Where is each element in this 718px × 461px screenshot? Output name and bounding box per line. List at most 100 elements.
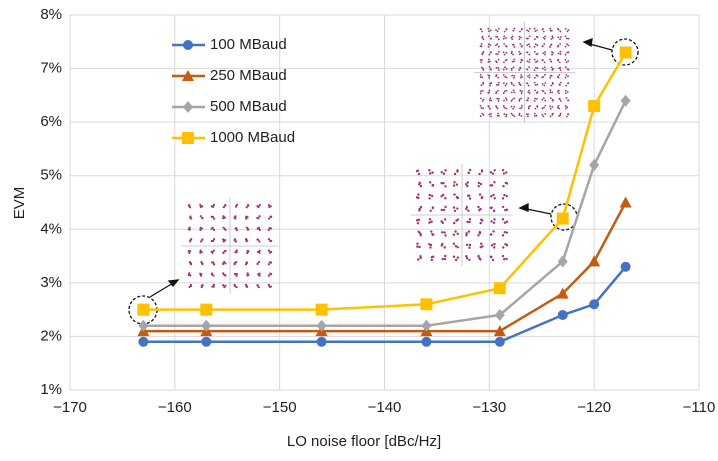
constellation-dot <box>245 215 248 218</box>
constellation-dot <box>566 91 569 93</box>
constellation-dot <box>487 43 490 46</box>
arrow-head <box>167 279 180 288</box>
constellation-dot <box>526 68 528 71</box>
constellation-dot <box>201 216 204 220</box>
constellation-dot <box>245 206 248 209</box>
constellation-dot <box>513 115 516 118</box>
constellation-dot <box>245 261 248 264</box>
marker <box>556 287 569 299</box>
constellation-dot <box>480 28 483 30</box>
constellation-dot <box>543 43 546 45</box>
constellation-dot <box>235 273 238 276</box>
constellation-dot <box>495 36 497 38</box>
constellation-dot <box>511 74 514 77</box>
constellation-dot <box>495 53 498 55</box>
constellation-dot <box>513 46 516 48</box>
constellation-dot <box>257 226 261 229</box>
constellation-dot <box>528 105 531 107</box>
constellation-dot <box>542 76 545 78</box>
constellation-dot <box>551 91 554 94</box>
constellation-dot <box>223 273 226 276</box>
constellation-dot <box>564 76 567 79</box>
constellation-dot <box>565 74 568 76</box>
constellation-dot <box>497 81 500 84</box>
constellation-dot <box>512 84 515 87</box>
constellation-dot <box>479 221 482 225</box>
constellation-dot <box>512 89 515 92</box>
constellation-dot <box>235 203 239 206</box>
constellation-dot <box>482 83 485 85</box>
constellation-dot <box>503 221 507 224</box>
constellation-dot <box>480 84 483 87</box>
marker <box>619 46 632 59</box>
constellation-dot <box>551 35 554 38</box>
constellation-dot <box>488 76 490 79</box>
constellation-dot <box>534 84 537 86</box>
highlight-circle <box>611 38 639 66</box>
constellation-dot <box>188 206 192 209</box>
annotations <box>128 38 639 325</box>
constellation-dot <box>417 230 420 234</box>
marker <box>137 303 150 316</box>
constellation-dot <box>258 274 261 277</box>
constellation-dot <box>544 82 547 84</box>
constellation-dot <box>511 38 514 40</box>
constellation-dot <box>428 193 431 197</box>
constellation-dot <box>496 114 499 117</box>
constellation-dot <box>505 89 508 92</box>
constellation-dot <box>190 217 193 220</box>
marker <box>589 299 600 310</box>
constellation-dot <box>246 228 250 231</box>
constellation-dot <box>487 61 490 63</box>
constellation-dot <box>465 232 468 235</box>
constellation-dot <box>504 59 507 62</box>
constellation-dot <box>557 104 560 107</box>
constellation-dot <box>190 238 193 241</box>
constellation-dot <box>543 66 546 69</box>
constellation-dot <box>480 45 483 48</box>
constellation-dot <box>510 36 513 39</box>
constellation-dot <box>518 69 521 71</box>
constellation-dot <box>520 106 523 109</box>
constellation-dot <box>566 106 569 109</box>
constellation-dot <box>513 60 515 63</box>
constellation-dot <box>430 194 434 198</box>
y-tick-label: 8% <box>40 6 62 23</box>
constellation-dot <box>495 29 497 32</box>
constellation-dot <box>502 205 505 209</box>
constellation-dot <box>526 44 529 47</box>
constellation-dot <box>212 239 215 243</box>
constellation-dot <box>480 43 483 45</box>
constellation-dot <box>452 221 456 225</box>
constellation-dot <box>528 66 530 69</box>
constellation-dot <box>481 35 484 38</box>
constellation-dot <box>212 274 215 277</box>
constellation-dot <box>454 245 458 248</box>
constellation-dot <box>528 45 531 48</box>
constellation-dot <box>444 169 447 172</box>
constellation-dot <box>428 243 431 246</box>
constellation-dot <box>258 203 261 207</box>
constellation-dot <box>222 217 225 220</box>
constellation-dot <box>565 61 568 64</box>
constellation-dot <box>189 274 192 277</box>
constellation-dot <box>505 37 507 39</box>
constellation-dot <box>536 44 539 46</box>
constellation-dot <box>468 220 471 224</box>
constellation-dot <box>564 89 567 92</box>
constellation-dot <box>497 76 500 79</box>
constellation-dot <box>452 255 456 258</box>
constellation-dot <box>504 66 506 69</box>
constellation-dot <box>455 183 459 186</box>
constellation-dot <box>201 238 204 241</box>
constellation-dot <box>455 195 459 199</box>
constellation-dot <box>479 104 482 107</box>
x-tick-label: −110 <box>683 399 716 416</box>
constellation-dot <box>496 30 499 33</box>
constellation-dot <box>481 53 484 56</box>
constellation-dot <box>212 228 216 231</box>
constellation-dot <box>495 84 498 86</box>
constellation-dot <box>559 43 562 45</box>
constellation-dot <box>513 74 516 77</box>
constellation-dot <box>465 243 469 247</box>
